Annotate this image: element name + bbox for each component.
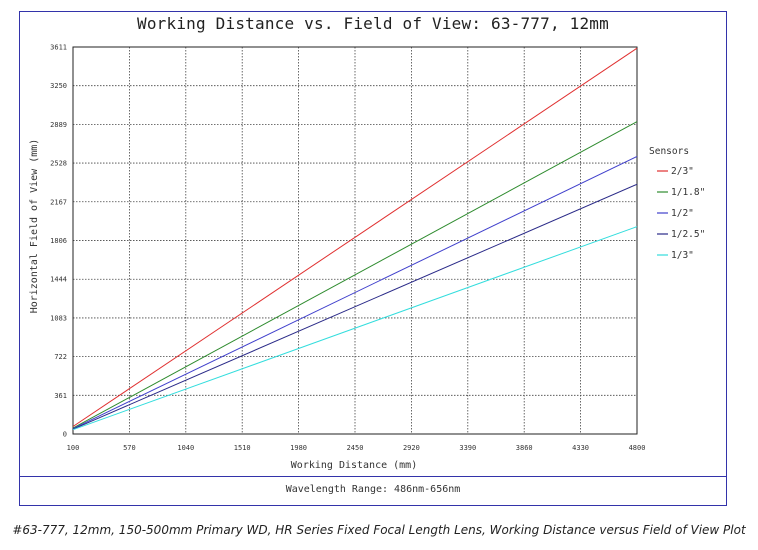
y-tick-label: 722 bbox=[54, 353, 67, 361]
legend-entry-label: 1/2.5" bbox=[671, 229, 705, 240]
x-tick-label: 570 bbox=[123, 444, 136, 452]
x-tick-label: 2450 bbox=[347, 444, 364, 452]
wavelength-note: Wavelength Range: 486nm-656nm bbox=[285, 484, 461, 495]
x-tick-label: 3390 bbox=[459, 444, 476, 452]
figure-caption: #63-777, 12mm, 150-500mm Primary WD, HR … bbox=[12, 523, 746, 537]
legend-entry-label: 2/3" bbox=[671, 166, 694, 177]
y-tick-label: 1806 bbox=[50, 237, 67, 245]
legend-title: Sensors bbox=[649, 146, 689, 157]
y-tick-label: 3611 bbox=[50, 44, 67, 52]
series-line bbox=[72, 121, 638, 429]
series-line bbox=[72, 47, 638, 427]
x-tick-label: 1510 bbox=[234, 444, 251, 452]
x-tick-label: 100 bbox=[67, 444, 80, 452]
series-line bbox=[72, 155, 638, 430]
x-tick-label: 3860 bbox=[516, 444, 533, 452]
y-tick-label: 1083 bbox=[50, 314, 67, 322]
y-tick-label: 361 bbox=[54, 392, 67, 400]
y-tick-label: 1444 bbox=[50, 276, 67, 284]
y-tick-label: 2528 bbox=[50, 160, 67, 168]
legend-entry-label: 1/1.8" bbox=[671, 187, 705, 198]
series-line bbox=[72, 183, 638, 430]
x-tick-label: 2920 bbox=[403, 444, 420, 452]
legend-entry-label: 1/3" bbox=[671, 250, 694, 261]
series-line bbox=[72, 226, 638, 431]
x-tick-label: 1040 bbox=[177, 444, 194, 452]
y-axis-label: Horizontal Field of View (mm) bbox=[29, 139, 40, 314]
chart-title: Working Distance vs. Field of View: 63-7… bbox=[137, 14, 609, 33]
x-axis-label: Working Distance (mm) bbox=[291, 460, 417, 471]
x-tick-label: 4800 bbox=[629, 444, 646, 452]
y-tick-label: 0 bbox=[63, 431, 67, 439]
legend-entry-label: 1/2" bbox=[671, 208, 694, 219]
y-tick-label: 3250 bbox=[50, 82, 67, 90]
plot-border bbox=[72, 46, 638, 435]
x-tick-label: 1980 bbox=[290, 444, 307, 452]
y-tick-label: 2889 bbox=[50, 121, 67, 129]
frame-divider bbox=[19, 476, 727, 477]
x-tick-label: 4330 bbox=[572, 444, 589, 452]
y-tick-label: 2167 bbox=[50, 198, 67, 206]
